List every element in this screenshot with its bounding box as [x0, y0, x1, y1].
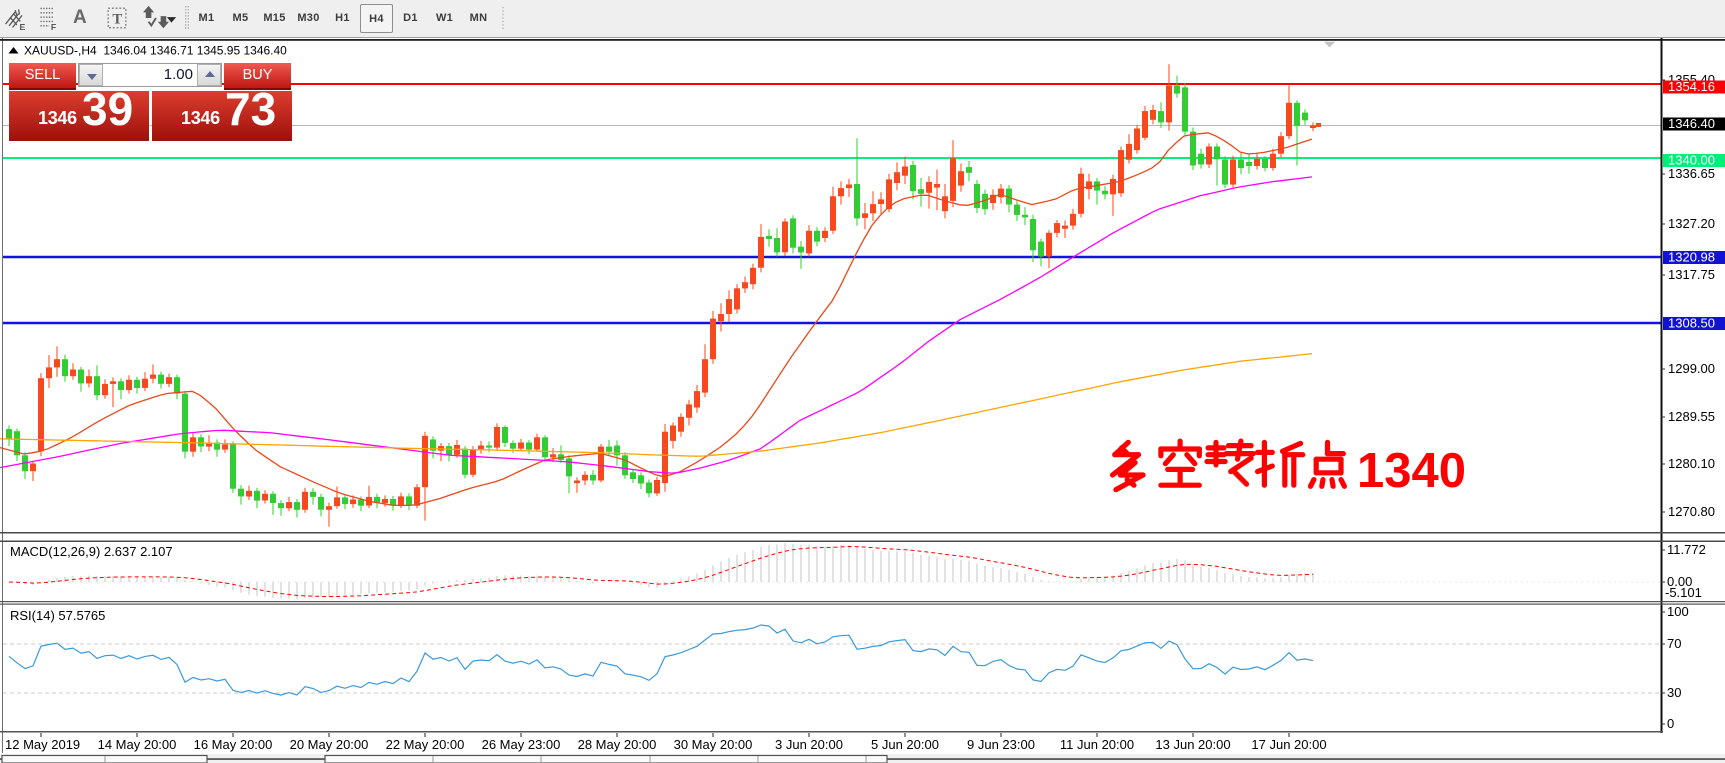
svg-text:16 May 20:00: 16 May 20:00 [194, 737, 273, 752]
svg-text:13 Jun 20:00: 13 Jun 20:00 [1155, 737, 1230, 752]
svg-text:5 Jun 20:00: 5 Jun 20:00 [871, 737, 939, 752]
svg-text:E: E [19, 22, 25, 31]
svg-text:100: 100 [1667, 604, 1689, 619]
svg-text:1340.00: 1340.00 [1668, 153, 1715, 168]
svg-text:-5.101: -5.101 [1665, 585, 1702, 600]
svg-text:30 May 20:00: 30 May 20:00 [674, 737, 753, 752]
svg-text:1270.80: 1270.80 [1668, 504, 1715, 519]
svg-text:1354.16: 1354.16 [1668, 79, 1715, 94]
svg-text:28 May 20:00: 28 May 20:00 [578, 737, 657, 752]
svg-text:1308.50: 1308.50 [1668, 316, 1715, 331]
svg-text:22 May 20:00: 22 May 20:00 [386, 737, 465, 752]
svg-text:30: 30 [1667, 685, 1681, 700]
svg-text:F: F [51, 22, 56, 31]
svg-text:20 May 20:00: 20 May 20:00 [290, 737, 369, 752]
svg-text:1320.98: 1320.98 [1668, 250, 1715, 265]
svg-text:11 Jun 20:00: 11 Jun 20:00 [1060, 737, 1134, 752]
svg-text:26 May 23:00: 26 May 23:00 [482, 737, 561, 752]
svg-text:XAUUSD-,H4 1346.04 1346.71 13: XAUUSD-,H4 1346.04 1346.71 1345.95 1346.… [24, 44, 287, 58]
svg-text:1327.20: 1327.20 [1668, 216, 1715, 231]
svg-text:1317.75: 1317.75 [1668, 267, 1715, 282]
svg-text:9 Jun 23:00: 9 Jun 23:00 [967, 737, 1035, 752]
svg-text:1340: 1340 [1357, 444, 1466, 498]
svg-text:3 Jun 20:00: 3 Jun 20:00 [775, 737, 843, 752]
svg-text:T: T [112, 12, 122, 28]
svg-text:11.772: 11.772 [1667, 542, 1706, 557]
svg-text:1280.10: 1280.10 [1668, 456, 1715, 471]
svg-text:12 May 2019: 12 May 2019 [5, 737, 80, 752]
svg-text:70: 70 [1667, 636, 1681, 651]
svg-text:0.00: 0.00 [1667, 574, 1692, 589]
svg-text:0: 0 [1667, 716, 1674, 731]
svg-text:1336.65: 1336.65 [1668, 166, 1715, 181]
svg-text:1289.55: 1289.55 [1668, 409, 1715, 424]
svg-text:1346.40: 1346.40 [1668, 116, 1715, 131]
svg-text:MACD(12,26,9) 2.637 2.107: MACD(12,26,9) 2.637 2.107 [10, 544, 173, 559]
svg-text:RSI(14) 57.5765: RSI(14) 57.5765 [10, 608, 105, 623]
svg-text:1299.00: 1299.00 [1668, 361, 1715, 376]
svg-text:14 May 20:00: 14 May 20:00 [98, 737, 177, 752]
svg-text:17 Jun 20:00: 17 Jun 20:00 [1251, 737, 1326, 752]
